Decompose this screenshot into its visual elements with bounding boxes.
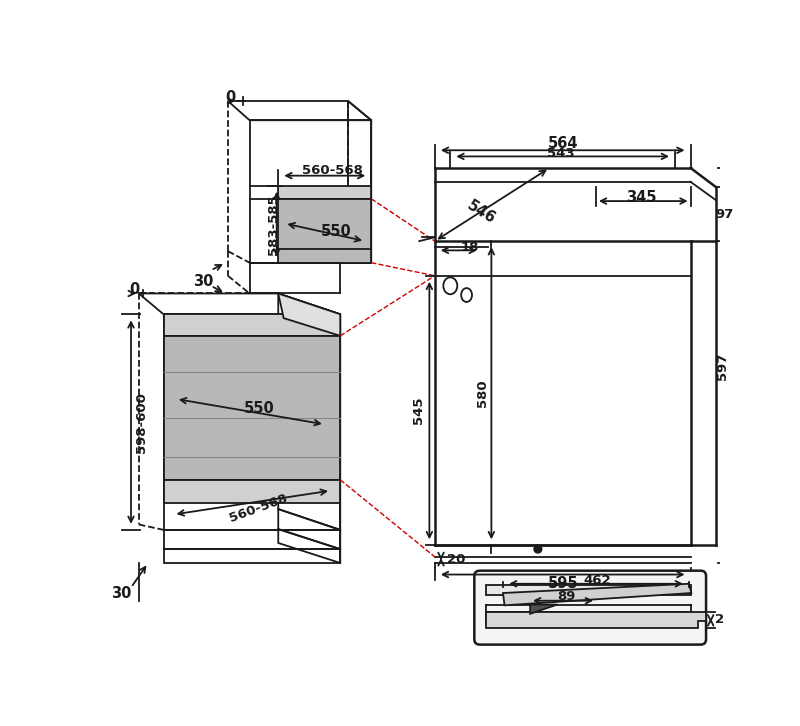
Text: 597: 597 [716,352,729,380]
Text: 546: 546 [464,198,498,227]
Polygon shape [163,314,340,336]
Polygon shape [503,584,691,605]
Polygon shape [163,336,340,480]
Text: 462: 462 [584,574,611,587]
Text: 30: 30 [111,587,132,601]
Text: 18: 18 [461,241,479,254]
Text: 97: 97 [715,208,734,221]
Text: 0: 0 [129,282,139,297]
Polygon shape [530,605,558,613]
Text: 564: 564 [547,136,578,151]
Text: 20: 20 [447,552,466,566]
Text: 595: 595 [547,576,578,591]
Polygon shape [486,612,706,629]
Polygon shape [278,186,371,199]
Text: 345: 345 [626,189,656,205]
Text: 550: 550 [243,401,274,417]
Text: 580: 580 [476,380,490,407]
Text: 89: 89 [558,590,576,603]
Text: 550: 550 [321,224,352,239]
Polygon shape [278,293,340,336]
Polygon shape [486,585,691,595]
Text: 2: 2 [715,613,725,627]
Text: 583-585: 583-585 [267,194,280,255]
Text: 560-568: 560-568 [228,492,290,525]
Text: 30: 30 [193,274,214,290]
Polygon shape [278,199,371,263]
Text: 545: 545 [412,397,425,424]
Circle shape [534,545,542,553]
Text: 598-600: 598-600 [135,391,148,452]
Text: 0: 0 [225,89,235,105]
FancyBboxPatch shape [474,571,706,645]
Text: 543: 543 [547,147,575,160]
Polygon shape [163,480,340,503]
Text: 560-568: 560-568 [302,164,363,176]
